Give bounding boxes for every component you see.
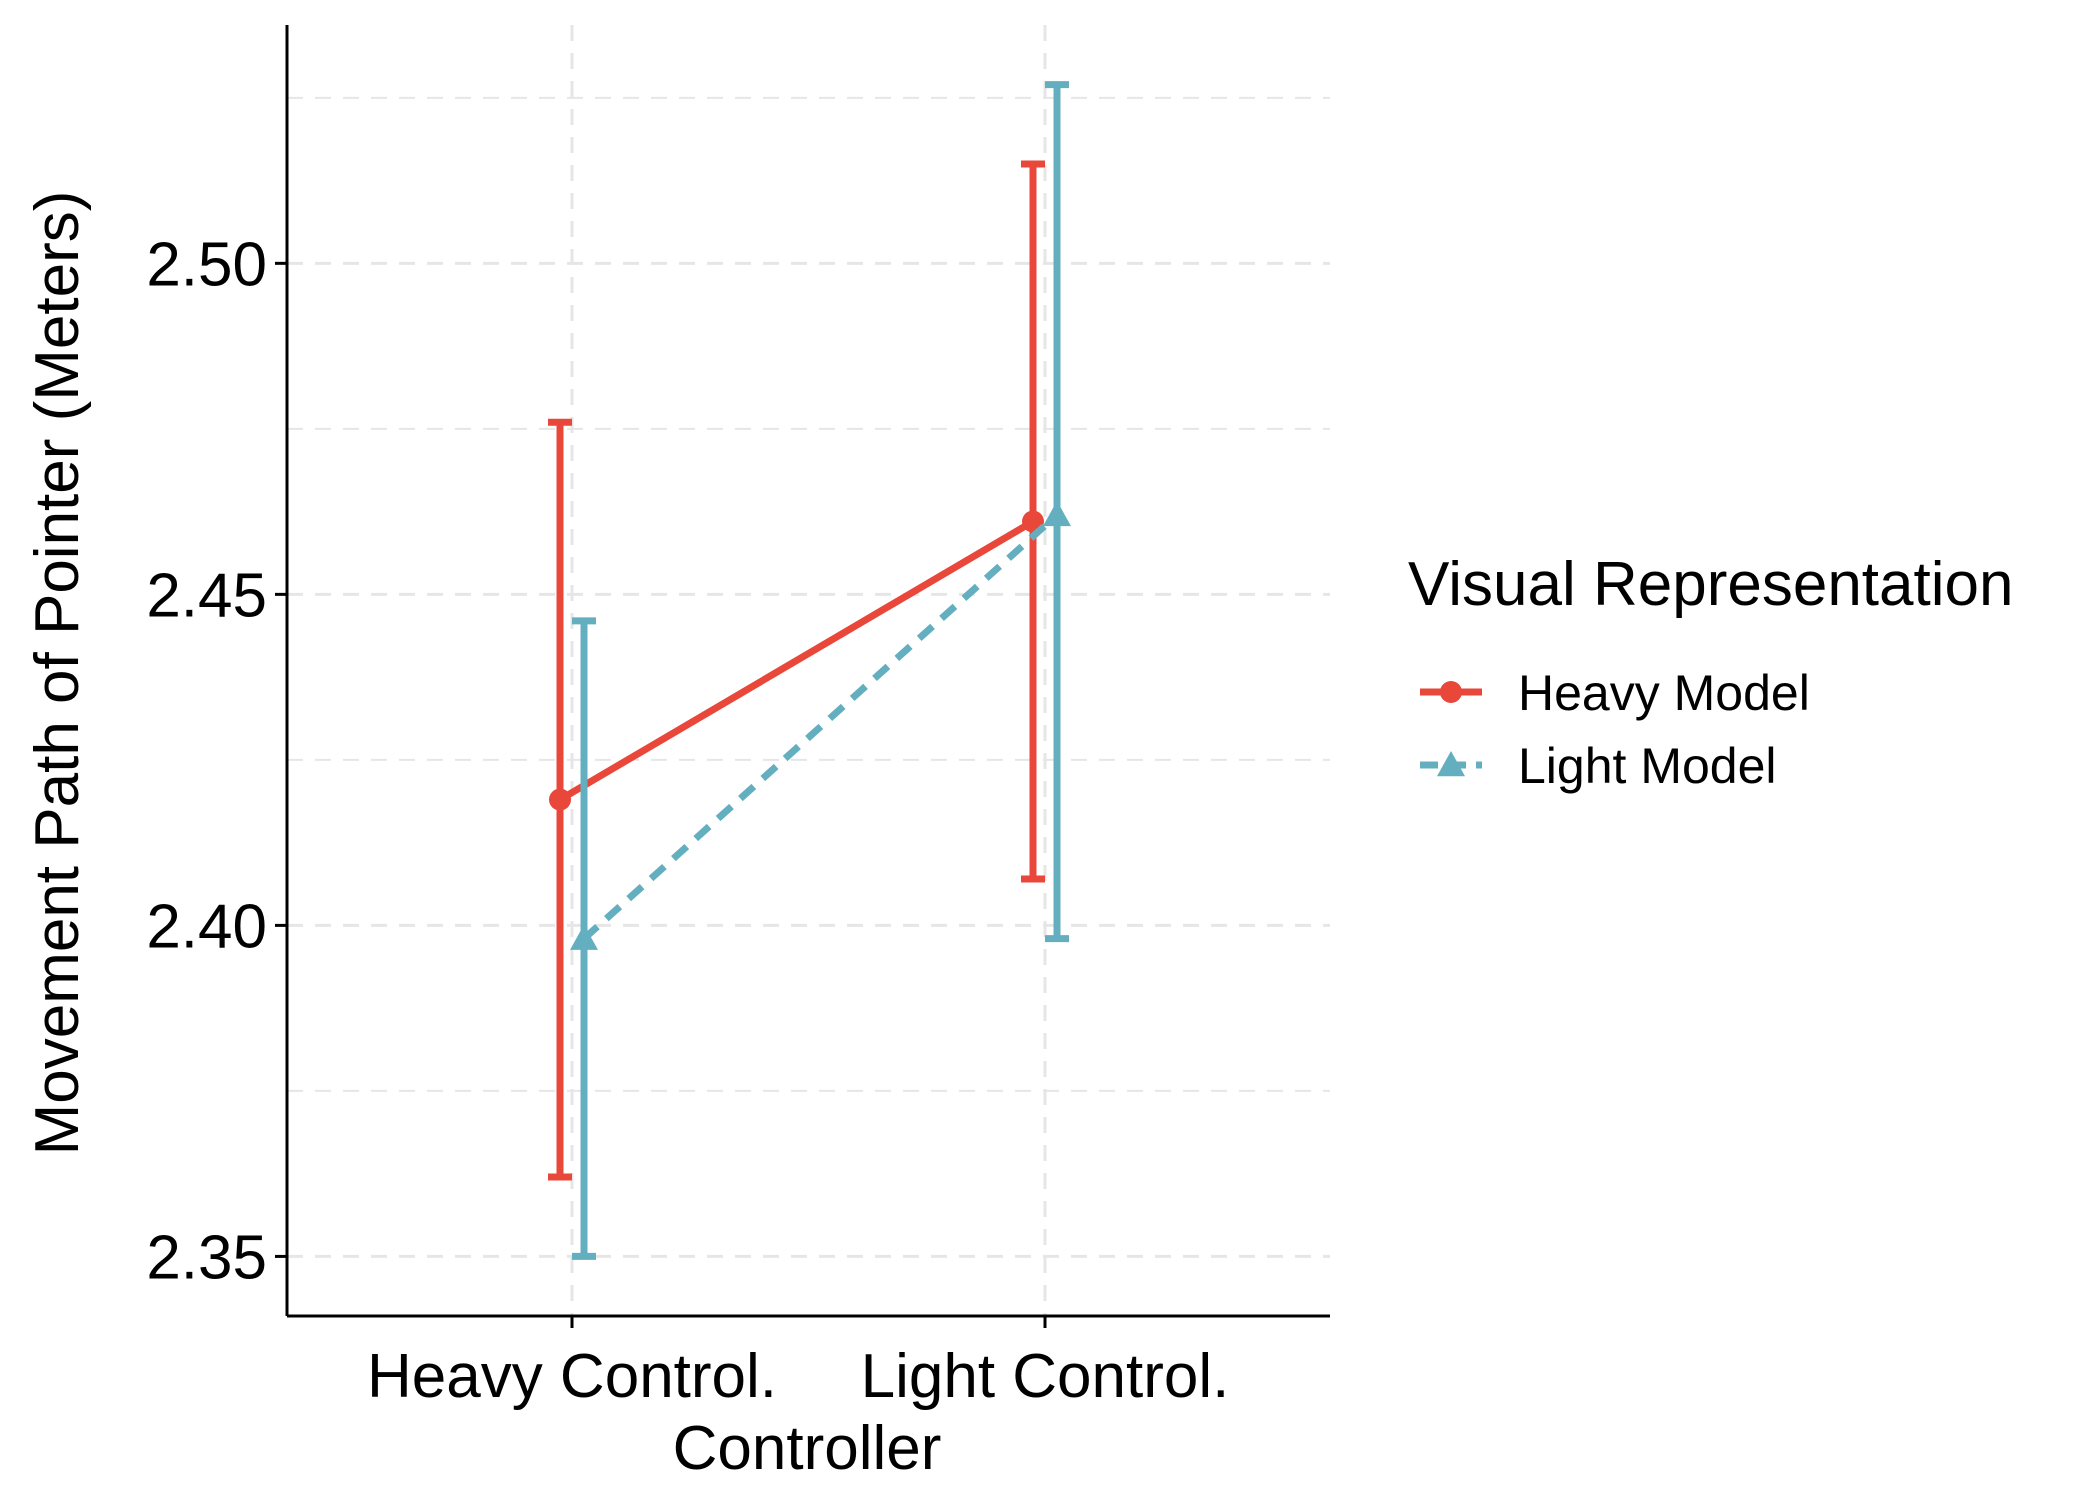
series-layer bbox=[548, 81, 1071, 1260]
y-tick-label: 2.35 bbox=[146, 1223, 267, 1292]
grid-layer bbox=[287, 25, 1330, 1316]
legend-items: Heavy Model Light Model bbox=[1420, 665, 1810, 794]
legend: Visual Representation Heavy Model Light M… bbox=[1408, 550, 2013, 794]
series-light-model bbox=[570, 81, 1071, 1260]
legend-label: Light Model bbox=[1518, 738, 1777, 794]
legend-marker-circle bbox=[1440, 681, 1462, 703]
series-line bbox=[581, 512, 1060, 942]
y-axis-title: Movement Path of Pointer (Meters) bbox=[23, 191, 92, 1156]
data-point bbox=[549, 788, 571, 811]
y-tick-label: 2.45 bbox=[146, 561, 267, 630]
ticks-layer: 2.35 2.40 2.45 2.50 Heavy Control. Light Cont… bbox=[146, 230, 1229, 1411]
y-tick-label: 2.40 bbox=[146, 892, 267, 961]
series-heavy-model bbox=[548, 160, 1045, 1181]
legend-item: Heavy Model bbox=[1420, 665, 1810, 721]
data-point bbox=[570, 924, 598, 950]
legend-title: Visual Representation bbox=[1408, 550, 2013, 619]
x-tick-label: Light Control. bbox=[861, 1342, 1230, 1411]
axes-layer bbox=[285, 25, 1330, 1318]
legend-item: Light Model bbox=[1420, 738, 1777, 794]
x-axis-title: Controller bbox=[673, 1414, 942, 1483]
data-point bbox=[1043, 500, 1071, 527]
series-line bbox=[558, 518, 1035, 803]
y-tick-label: 2.50 bbox=[146, 230, 267, 299]
x-tick-label: Heavy Control. bbox=[367, 1342, 777, 1411]
legend-marker-triangle bbox=[1437, 751, 1465, 777]
legend-label: Heavy Model bbox=[1518, 665, 1810, 721]
